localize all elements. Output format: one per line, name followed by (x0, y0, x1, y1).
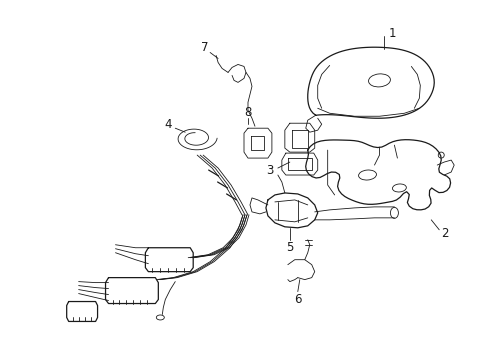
Text: 3: 3 (265, 163, 273, 176)
Text: 1: 1 (388, 27, 395, 40)
Text: 4: 4 (164, 118, 172, 131)
Text: 8: 8 (244, 106, 251, 119)
Text: 7: 7 (201, 41, 208, 54)
Text: 6: 6 (293, 293, 301, 306)
Text: 5: 5 (285, 241, 293, 254)
Text: 2: 2 (441, 227, 448, 240)
